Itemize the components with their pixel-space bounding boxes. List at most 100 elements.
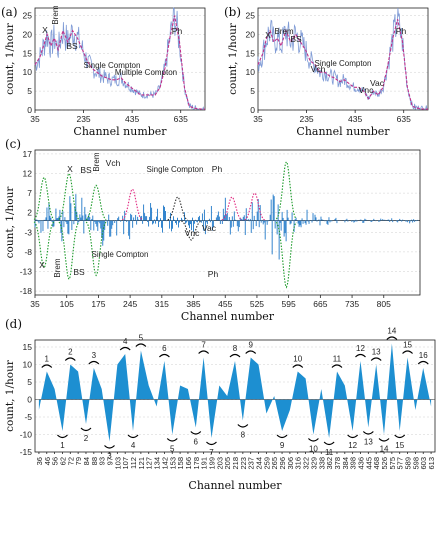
x-tick-label: 205 <box>223 457 232 470</box>
x-tick-label: 526 <box>380 457 389 470</box>
valley-arc <box>378 438 390 442</box>
y-tick-label: -15 <box>20 447 33 457</box>
x-tick-label: 134 <box>153 457 162 470</box>
x-tick-label: 589 <box>404 457 413 470</box>
x-tick-label: 378 <box>333 457 342 470</box>
annotation-x: X <box>42 25 48 35</box>
annotation-x: X <box>265 30 271 40</box>
annotation-ph-neg: Ph <box>208 269 219 279</box>
x-tick-label: 35 <box>253 114 263 124</box>
peak-arc <box>386 336 398 340</box>
x-tick-label: 265 <box>270 457 279 470</box>
x-tick-label: 468 <box>372 457 381 470</box>
peak-outline-up <box>275 160 297 220</box>
y-tick-label: 20 <box>246 29 256 39</box>
peak-outline-down <box>58 221 80 281</box>
valley-arc <box>206 441 217 446</box>
annotation-single-compton: Single Compton <box>84 61 141 70</box>
y-tick-label: 0 <box>27 105 32 115</box>
x-tick-label: 88 <box>90 457 99 465</box>
valley-number-label: 7 <box>209 448 214 457</box>
x-tick-label: 103 <box>113 457 122 470</box>
annotation-bs: BS <box>66 41 78 51</box>
x-axis-label: Channel number <box>188 479 282 492</box>
x-tick-label: 105 <box>60 299 74 309</box>
peak-arc <box>417 360 429 365</box>
x-tick-label: 598 <box>411 457 420 470</box>
x-tick-label: 191 <box>200 457 209 470</box>
peak-arc <box>370 357 382 361</box>
panel-label: (d) <box>5 317 22 331</box>
annotation-multiple-compton: Multiple Compton <box>115 68 177 77</box>
x-tick-label: 223 <box>239 457 248 470</box>
x-tick-label: 603 <box>419 457 428 470</box>
x-tick-label: 35 <box>30 299 40 309</box>
valley-arc <box>237 424 249 428</box>
peak-outline-up <box>221 196 243 221</box>
peak-arc <box>402 350 413 354</box>
peak-outline-up <box>33 176 55 220</box>
peak-outline-up <box>85 184 107 221</box>
noisy-series-line <box>34 7 206 111</box>
x-tick-label: 259 <box>262 457 271 470</box>
peak-number-label: 15 <box>403 341 412 350</box>
y-tick-label: -3 <box>24 227 32 237</box>
annotation-vnc: Vnc <box>185 228 200 238</box>
valley-arc <box>394 434 406 439</box>
y-tick-label: 25 <box>23 11 33 21</box>
peak-number-label: 3 <box>92 351 97 360</box>
x-tick-label: 178 <box>192 457 201 470</box>
x-tick-label: 329 <box>309 457 318 470</box>
x-tick-label: 72 <box>66 457 75 465</box>
x-tick-label: 244 <box>255 457 264 470</box>
x-tick-label: 735 <box>345 299 359 309</box>
annotation-brem: Brem <box>92 152 101 171</box>
x-tick-label: 142 <box>160 457 169 470</box>
peak-number-label: 4 <box>123 337 128 346</box>
y-tick-label: 12 <box>23 169 33 179</box>
y-axis-label: count, 1/hour <box>4 359 16 432</box>
valley-arc <box>323 441 335 446</box>
y-axis-label: count, 1/hour <box>4 22 16 95</box>
peak-number-label: 16 <box>419 351 428 360</box>
valley-arc <box>347 434 359 439</box>
valley-number-label: 6 <box>194 438 199 447</box>
x-tick-label: 315 <box>155 299 169 309</box>
x-tick-label: 338 <box>317 457 326 470</box>
x-tick-label: 575 <box>388 457 397 470</box>
x-tick-label: 203 <box>215 457 224 470</box>
peak-number-label: 13 <box>372 348 381 357</box>
annotation-brem: Brem <box>274 27 293 36</box>
valley-number-label: 5 <box>170 445 175 454</box>
x-tick-label: 107 <box>121 457 130 470</box>
peak-number-label: 14 <box>387 327 396 336</box>
x-tick-label: 35 <box>30 114 40 124</box>
x-tick-label: 79 <box>74 457 83 465</box>
x-tick-label: 237 <box>247 457 256 470</box>
x-tick-label: 62 <box>58 457 67 465</box>
annotation-vch: Vch <box>311 64 326 74</box>
x-tick-label: 127 <box>145 457 154 470</box>
x-tick-label: 175 <box>91 299 105 309</box>
valley-arc <box>127 434 139 439</box>
y-tick-label: 5 <box>27 86 32 96</box>
panel-label: (c) <box>5 137 21 151</box>
x-tick-label: 445 <box>364 457 373 470</box>
x-tick-label: 235 <box>299 114 313 124</box>
x-axis-label: Channel number <box>73 125 167 138</box>
y-axis-label: count, 1/hour <box>4 186 16 259</box>
peak-number-label: 10 <box>293 355 302 364</box>
peak-number-label: 6 <box>162 344 167 353</box>
valley-arc <box>362 431 374 435</box>
x-tick-label: 384 <box>341 457 350 470</box>
peak-number-label: 12 <box>356 344 365 353</box>
valley-number-label: 3 <box>107 452 112 461</box>
x-tick-label: 84 <box>82 457 91 465</box>
x-tick-label: 436 <box>356 457 365 470</box>
x-tick-label: 398 <box>349 457 358 470</box>
x-tick-label: 435 <box>125 114 139 124</box>
y-tick-label: -18 <box>20 286 33 296</box>
annotation-single-compton: Single Compton <box>315 59 372 68</box>
peak-arc <box>331 364 343 368</box>
